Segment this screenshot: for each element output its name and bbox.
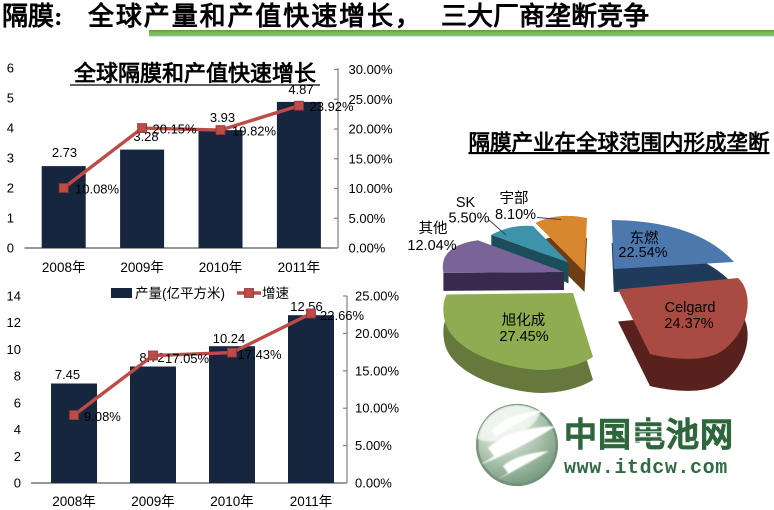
svg-text:2011年: 2011年	[278, 260, 321, 275]
svg-text:2.73: 2.73	[52, 145, 77, 160]
svg-text:20.15%: 20.15%	[153, 122, 198, 137]
svg-text:23.92%: 23.92%	[310, 99, 355, 114]
svg-text:4: 4	[7, 121, 14, 136]
svg-text:22.66%: 22.66%	[320, 308, 365, 323]
svg-text:增速: 增速	[262, 286, 289, 301]
svg-text:0.00%: 0.00%	[355, 476, 392, 491]
svg-text:5: 5	[7, 91, 14, 106]
svg-text:宇部: 宇部	[500, 190, 529, 207]
svg-text:10: 10	[7, 342, 21, 357]
svg-text:27.45%: 27.45%	[499, 329, 548, 345]
svg-text:10.24: 10.24	[213, 331, 246, 346]
svg-text:2009年: 2009年	[120, 260, 164, 275]
svg-text:4: 4	[14, 422, 21, 437]
svg-text:22.54%: 22.54%	[618, 245, 667, 261]
svg-text:东燃: 东燃	[630, 229, 659, 247]
svg-text:10.00%: 10.00%	[349, 181, 394, 196]
svg-text:SK: SK	[456, 195, 476, 211]
svg-text:5.00%: 5.00%	[349, 211, 386, 226]
svg-text:7.45: 7.45	[55, 367, 80, 382]
svg-text:2008年: 2008年	[52, 494, 96, 509]
svg-text:1: 1	[7, 211, 14, 226]
svg-text:19.82%: 19.82%	[232, 124, 277, 139]
svg-text:9.08%: 9.08%	[84, 409, 121, 424]
svg-text:2008年: 2008年	[42, 260, 86, 275]
svg-text:2: 2	[7, 181, 14, 196]
svg-text:8: 8	[14, 369, 21, 384]
svg-text:30.00%: 30.00%	[349, 62, 394, 77]
svg-text:0: 0	[14, 476, 21, 491]
svg-text:3: 3	[7, 151, 14, 166]
svg-text:15.00%: 15.00%	[349, 151, 394, 166]
svg-text:2011年: 2011年	[290, 494, 333, 509]
svg-text:17.05%: 17.05%	[165, 351, 210, 366]
svg-text:12: 12	[7, 315, 21, 330]
svg-text:20.00%: 20.00%	[355, 326, 400, 341]
svg-text:5.50%: 5.50%	[448, 211, 489, 227]
svg-text:10.00%: 10.00%	[355, 401, 400, 416]
svg-text:www.itdcw.com: www.itdcw.com	[564, 457, 728, 480]
svg-text:Celgard: Celgard	[665, 300, 716, 316]
svg-text:20.00%: 20.00%	[349, 122, 394, 137]
svg-text:旭化成: 旭化成	[502, 312, 546, 329]
svg-text:12.04%: 12.04%	[407, 238, 456, 254]
svg-text:2010年: 2010年	[210, 494, 254, 509]
svg-text:2: 2	[14, 449, 21, 464]
svg-text:25.00%: 25.00%	[355, 289, 400, 304]
svg-text:15.00%: 15.00%	[355, 363, 400, 378]
svg-text:0: 0	[7, 241, 14, 256]
svg-text:10.08%: 10.08%	[75, 182, 120, 197]
svg-text:6: 6	[7, 61, 14, 76]
svg-text:14: 14	[7, 289, 21, 304]
svg-text:8.10%: 8.10%	[495, 207, 536, 223]
svg-text:产量(亿平方米): 产量(亿平方米)	[135, 286, 225, 301]
svg-text:6: 6	[14, 395, 21, 410]
svg-text:17.43%: 17.43%	[238, 347, 283, 362]
svg-text:24.37%: 24.37%	[664, 316, 713, 332]
svg-text:2009年: 2009年	[131, 494, 175, 509]
svg-text:2010年: 2010年	[199, 260, 243, 275]
svg-text:隔膜产业在全球范围内形成垄断: 隔膜产业在全球范围内形成垄断	[468, 130, 770, 155]
svg-text:3.93: 3.93	[210, 110, 235, 125]
svg-text:0.00%: 0.00%	[349, 241, 386, 256]
svg-text:25.00%: 25.00%	[349, 92, 394, 107]
svg-text:其他: 其他	[419, 220, 448, 237]
svg-text:4.87: 4.87	[288, 82, 313, 97]
svg-text:全球隔膜和产值快速增长: 全球隔膜和产值快速增长	[73, 61, 317, 86]
svg-text:5.00%: 5.00%	[355, 438, 392, 453]
